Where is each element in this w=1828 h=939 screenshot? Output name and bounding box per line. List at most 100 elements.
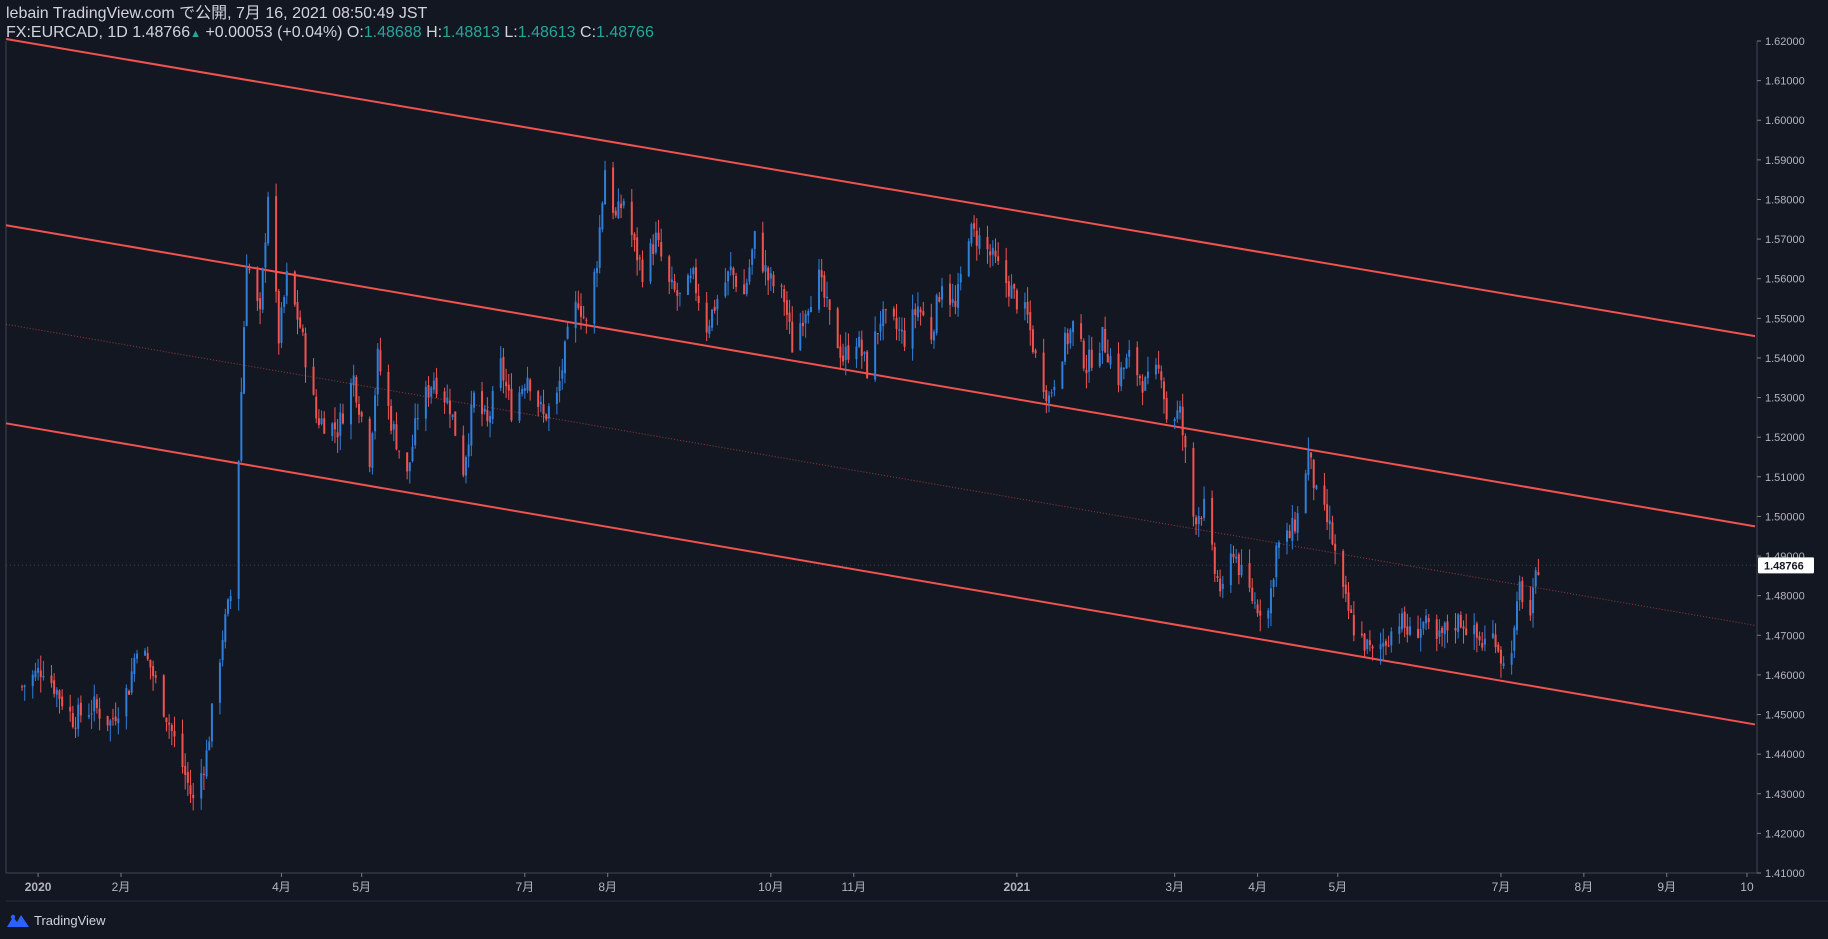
- candle-body[interactable]: [1366, 639, 1369, 650]
- candle-body[interactable]: [614, 210, 617, 216]
- candle-body[interactable]: [277, 290, 280, 344]
- candle-body[interactable]: [1136, 347, 1139, 376]
- candle-body[interactable]: [612, 167, 615, 213]
- candle-body[interactable]: [1047, 395, 1050, 404]
- candle-body[interactable]: [1387, 645, 1390, 647]
- candle-body[interactable]: [716, 299, 719, 310]
- candle-body[interactable]: [660, 242, 663, 257]
- candle-body[interactable]: [1237, 554, 1240, 575]
- candle-body[interactable]: [1532, 587, 1535, 614]
- candle-body[interactable]: [165, 717, 168, 722]
- candle-body[interactable]: [1069, 329, 1072, 344]
- candle-body[interactable]: [1253, 602, 1256, 604]
- candle-body[interactable]: [959, 273, 962, 283]
- candle-body[interactable]: [529, 379, 532, 392]
- candle-body[interactable]: [374, 395, 377, 432]
- candle-body[interactable]: [1368, 640, 1371, 646]
- candle-body[interactable]: [333, 422, 336, 430]
- candle-body[interactable]: [1203, 498, 1206, 518]
- candle-body[interactable]: [1106, 353, 1109, 363]
- candle-body[interactable]: [1513, 627, 1516, 651]
- candle-body[interactable]: [577, 303, 580, 309]
- candle-body[interactable]: [133, 657, 136, 675]
- candle-body[interactable]: [149, 659, 152, 668]
- candle-body[interactable]: [1251, 587, 1254, 601]
- candle-body[interactable]: [844, 346, 847, 361]
- candle-body[interactable]: [1403, 611, 1406, 628]
- candle-body[interactable]: [1371, 646, 1374, 649]
- candle-body[interactable]: [668, 256, 671, 282]
- candle-body[interactable]: [729, 266, 732, 271]
- candle-body[interactable]: [1050, 392, 1053, 394]
- candle-body[interactable]: [243, 327, 246, 394]
- candle-body[interactable]: [1382, 642, 1385, 647]
- candle-body[interactable]: [670, 279, 673, 283]
- candle-body[interactable]: [1352, 614, 1355, 636]
- candle-body[interactable]: [1216, 576, 1219, 578]
- candle-body[interactable]: [1072, 321, 1075, 333]
- candle-body[interactable]: [879, 323, 882, 332]
- candle-body[interactable]: [994, 250, 997, 257]
- candle-body[interactable]: [1042, 352, 1045, 393]
- candle-body[interactable]: [1031, 329, 1034, 353]
- candle-body[interactable]: [1384, 641, 1387, 646]
- candle-body[interactable]: [547, 406, 550, 419]
- candle-body[interactable]: [432, 380, 435, 390]
- candle-body[interactable]: [630, 201, 633, 235]
- candle-body[interactable]: [1146, 371, 1149, 379]
- candle-body[interactable]: [916, 306, 919, 318]
- candle-body[interactable]: [753, 231, 756, 249]
- candle-body[interactable]: [657, 232, 660, 241]
- candle-body[interactable]: [259, 298, 262, 310]
- candle-body[interactable]: [1029, 312, 1032, 331]
- candle-body[interactable]: [1154, 364, 1157, 375]
- candle-body[interactable]: [579, 306, 582, 317]
- candle-body[interactable]: [724, 282, 727, 297]
- candle-body[interactable]: [470, 404, 473, 446]
- candle-body[interactable]: [144, 650, 147, 656]
- candle-body[interactable]: [705, 302, 708, 333]
- candle-body[interactable]: [323, 418, 326, 434]
- candle-body[interactable]: [1122, 368, 1125, 370]
- candle-body[interactable]: [1400, 613, 1403, 630]
- candle-body[interactable]: [826, 296, 829, 299]
- channel-line-median[interactable]: [5, 323, 1756, 626]
- candle-body[interactable]: [312, 366, 315, 395]
- candle-body[interactable]: [146, 653, 149, 660]
- candle-body[interactable]: [1045, 390, 1048, 401]
- candle-body[interactable]: [941, 286, 944, 300]
- candle-body[interactable]: [264, 242, 267, 268]
- candle-body[interactable]: [162, 675, 165, 717]
- candle-body[interactable]: [1144, 377, 1147, 391]
- candle-body[interactable]: [1510, 653, 1513, 665]
- candle-body[interactable]: [1454, 627, 1457, 631]
- candle-body[interactable]: [1221, 583, 1224, 589]
- candle-body[interactable]: [1219, 578, 1222, 592]
- candle-body[interactable]: [1494, 634, 1497, 648]
- candle-body[interactable]: [820, 270, 823, 278]
- candle-body[interactable]: [267, 196, 270, 244]
- candle-body[interactable]: [1013, 283, 1016, 289]
- candle-body[interactable]: [285, 270, 288, 296]
- candle-body[interactable]: [467, 444, 470, 457]
- candle-body[interactable]: [1120, 367, 1123, 387]
- candle-body[interactable]: [617, 201, 620, 219]
- candle-body[interactable]: [882, 308, 885, 327]
- candle-body[interactable]: [601, 203, 604, 230]
- candle-body[interactable]: [1350, 609, 1353, 614]
- candle-body[interactable]: [411, 446, 414, 462]
- time-axis[interactable]: 2020 2月 4月 5月 7月 8月 10月 11月 2021 3月 4月 5月 7月 8月 9月 10: [25, 873, 1754, 894]
- candle-body[interactable]: [435, 377, 438, 395]
- candle-body[interactable]: [224, 614, 227, 642]
- candle-body[interactable]: [622, 201, 625, 206]
- candle-body[interactable]: [387, 371, 390, 406]
- candle-body[interactable]: [1023, 302, 1026, 309]
- candle-body[interactable]: [748, 267, 751, 282]
- candle-body[interactable]: [502, 356, 505, 381]
- candle-body[interactable]: [21, 686, 24, 688]
- candle-body[interactable]: [1499, 649, 1502, 664]
- candle-body[interactable]: [1334, 543, 1337, 551]
- candle-body[interactable]: [87, 715, 90, 718]
- price-axis[interactable]: 1.41000 1.42000 1.43000 1.44000 1.45000 1.460…: [1757, 36, 1814, 880]
- candle-body[interactable]: [898, 329, 901, 331]
